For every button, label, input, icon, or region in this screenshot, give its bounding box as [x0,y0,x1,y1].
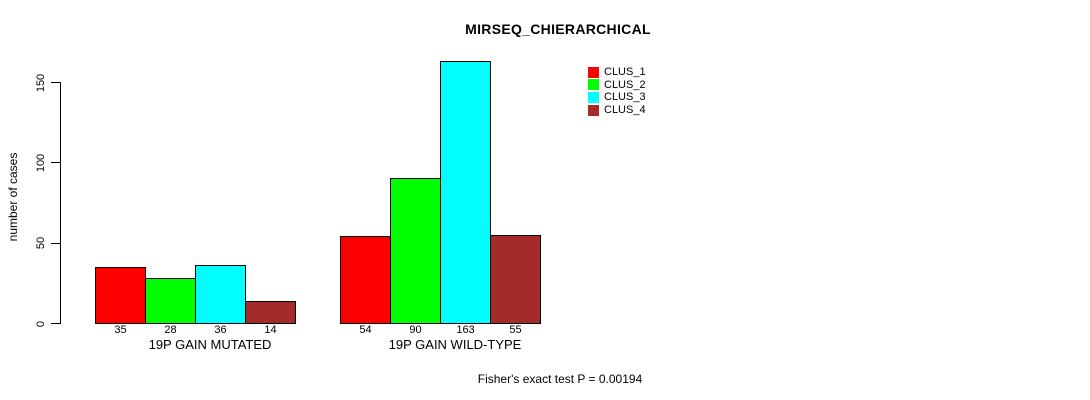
bar-clus_1-group2 [340,236,391,324]
x-axis-group-label: 19P GAIN MUTATED [148,337,272,352]
y-axis-tick-label: 50 [35,237,47,250]
legend-color-swatch [588,66,599,78]
bar-clus_3-group1 [195,265,246,324]
bar-clus_4-group1 [245,301,296,324]
legend-item-label: CLUS_2 [604,78,646,91]
bar-value-label: 55 [509,324,522,336]
bar-clus_2-group2 [390,178,441,324]
bar-value-label: 36 [214,324,227,336]
x-axis-group-label: 19P GAIN WILD-TYPE [388,337,522,352]
chart-title: MIRSEQ_CHIERARCHICAL [465,21,651,37]
y-axis-tick [51,242,60,244]
y-axis-tick-label: 150 [35,73,47,92]
y-axis-tick-label: 0 [35,320,47,327]
y-axis-tick [51,162,60,164]
bar-value-label: 163 [456,324,475,336]
bar-clus_2-group1 [145,278,196,324]
bar-value-label: 28 [164,324,177,336]
legend-color-swatch [588,91,599,103]
legend-item-label: CLUS_4 [604,104,646,117]
y-axis-label: number of cases [6,152,20,242]
legend-item-label: CLUS_3 [604,91,646,104]
bar-value-label: 54 [359,324,372,336]
legend-color-swatch [588,104,599,116]
legend-item-label: CLUS_1 [604,66,646,78]
legend-color-swatch [588,79,599,91]
bar-value-label: 90 [409,324,422,336]
y-axis-tick-label: 100 [35,153,47,173]
bar-clus_1-group1 [95,267,146,324]
bar-clus_3-group2 [440,61,491,324]
y-axis-tick [51,82,60,83]
bar-value-label: 14 [264,324,277,336]
bar-clus_4-group2 [490,235,541,324]
fisher-test-annotation: Fisher's exact test P = 0.00194 [477,372,643,386]
bar-value-label: 35 [114,324,127,336]
y-axis-tick [51,323,60,324]
y-axis-line [60,82,61,324]
